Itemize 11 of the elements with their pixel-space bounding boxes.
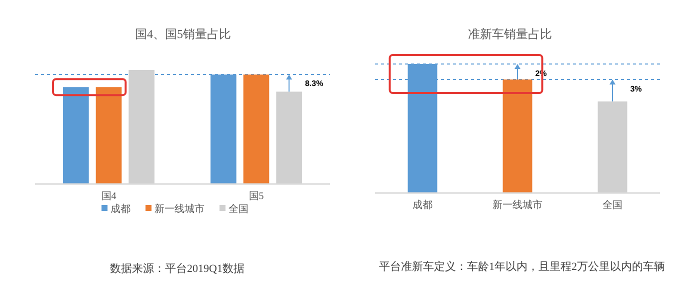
annotation: 8.3% — [304, 79, 324, 88]
chart-title: 准新车销量占比 — [468, 27, 552, 41]
annotation: 3% — [630, 84, 642, 94]
x-tick-label: 国5 — [248, 191, 264, 202]
text: 平台准新车定义：车龄1年以内，且里程2万公里以内的车辆 — [379, 260, 665, 273]
source-note: 数据来源：平台2019Q1数据 — [110, 262, 244, 275]
x-tick-label: 新一线城市 — [492, 199, 542, 211]
x-tick-label: 全国 — [602, 199, 622, 211]
x-tick-label: 成都 — [412, 199, 432, 211]
x-tick-label: 国4 — [101, 191, 116, 202]
chart-title: 国4、国5销量占比 — [135, 27, 231, 41]
